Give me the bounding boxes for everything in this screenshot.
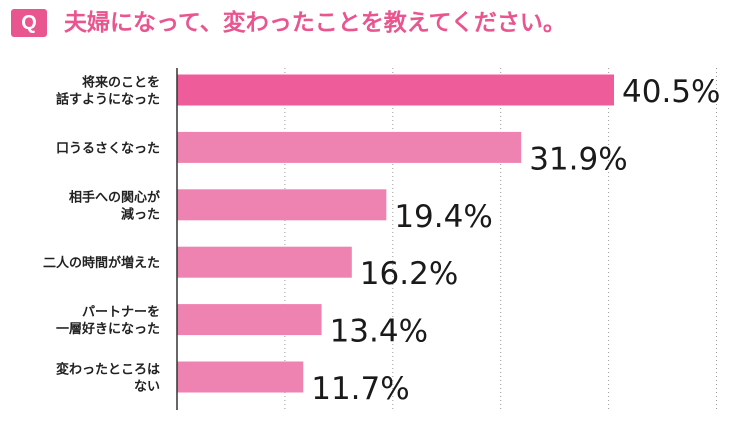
value-label: 16.2%	[360, 256, 458, 292]
bar	[177, 189, 387, 221]
bar	[177, 131, 522, 163]
category-label: 減った	[121, 206, 160, 222]
value-label: 19.4%	[394, 199, 492, 235]
category-label: 二人の時間が増えた	[43, 255, 160, 271]
value-label: 40.5%	[622, 74, 720, 110]
question-title: 夫婦になって、変わったことを教えてください。	[64, 10, 566, 36]
bar	[177, 361, 304, 393]
bar	[177, 74, 614, 106]
value-label: 11.7%	[311, 371, 409, 407]
bar	[177, 304, 322, 336]
category-label: 将来のことを	[82, 75, 160, 91]
category-label: 話すようになった	[56, 92, 160, 108]
category-label: 変わったところは	[56, 362, 160, 378]
category-label: 一層好きになった	[56, 321, 160, 337]
value-label: 13.4%	[330, 314, 428, 350]
question-badge: Q	[11, 9, 47, 37]
category-label: 相手への関心が	[69, 189, 160, 205]
category-label: 口うるさくなった	[56, 141, 160, 156]
value-label: 31.9%	[529, 141, 627, 177]
category-label: パートナーを	[82, 305, 160, 320]
bar	[177, 246, 352, 278]
category-label: ない	[134, 380, 160, 395]
